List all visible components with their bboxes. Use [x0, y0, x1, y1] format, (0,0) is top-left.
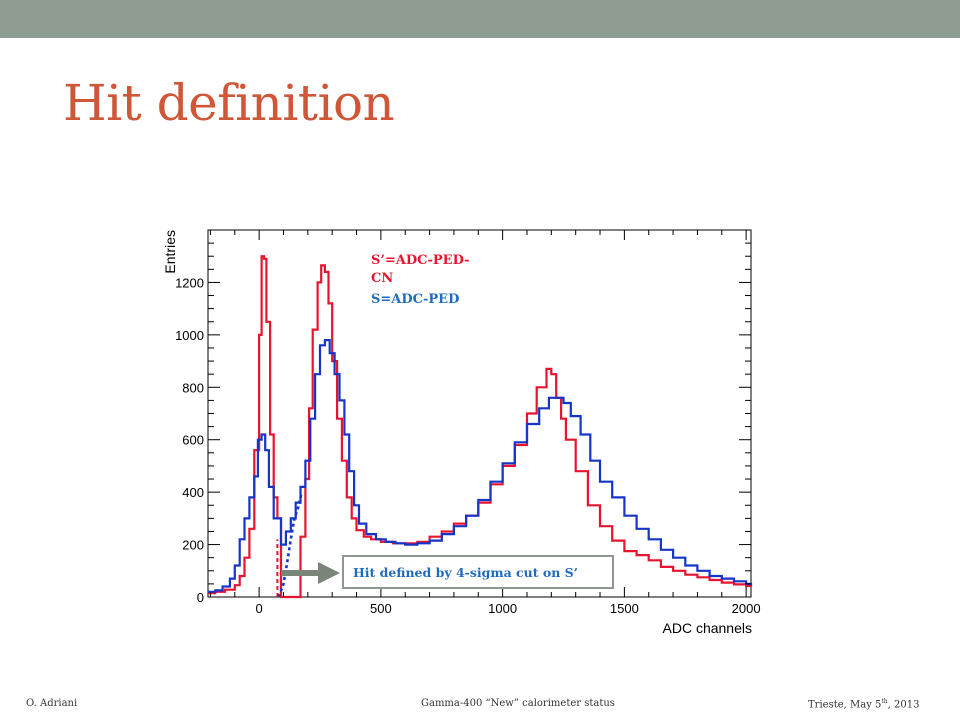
series-line-blue [208, 339, 753, 593]
callout-box [342, 555, 614, 589]
legend-red-line2: CN [371, 271, 393, 286]
y-tick-label: 600 [182, 433, 204, 448]
y-tick-label: 1000 [175, 328, 204, 343]
x-tick-label: 2000 [732, 601, 761, 616]
y-tick-label: 800 [182, 380, 204, 395]
legend-red-line1: S’=ADC-PED- [371, 253, 470, 268]
callout-arrow-icon [281, 562, 340, 584]
footer-author: O. Adriani [26, 698, 78, 709]
y-tick-label: 0 [197, 590, 204, 605]
y-tick-label: 1200 [175, 275, 204, 290]
callout-text: Hit defined by 4-sigma cut on S’ [353, 565, 578, 580]
slide-title: Hit definition [63, 74, 395, 132]
series-line-red [208, 255, 753, 599]
x-axis-label: ADC channels [663, 620, 753, 636]
x-tick-label: 1000 [488, 601, 517, 616]
y-tick-label: 200 [182, 538, 204, 553]
histogram-chart: 0 500 1000 1500 2000 0 200 400 600 800 1000 1200 AD… [162, 229, 761, 636]
header-bar [0, 0, 960, 38]
legend-blue: S=ADC-PED [371, 292, 459, 307]
series-line-blue-dotted [277, 491, 303, 598]
footer-date: Trieste, May 5th, 2013 [808, 698, 920, 711]
x-tick-label: 500 [370, 601, 392, 616]
y-tick-label: 400 [182, 485, 204, 500]
x-tick-label: 0 [256, 601, 263, 616]
x-tick-label: 1500 [610, 601, 639, 616]
footer-talk-title: Gamma-400 “New” calorimeter status [421, 698, 615, 709]
y-axis-label: Entries [162, 230, 178, 274]
